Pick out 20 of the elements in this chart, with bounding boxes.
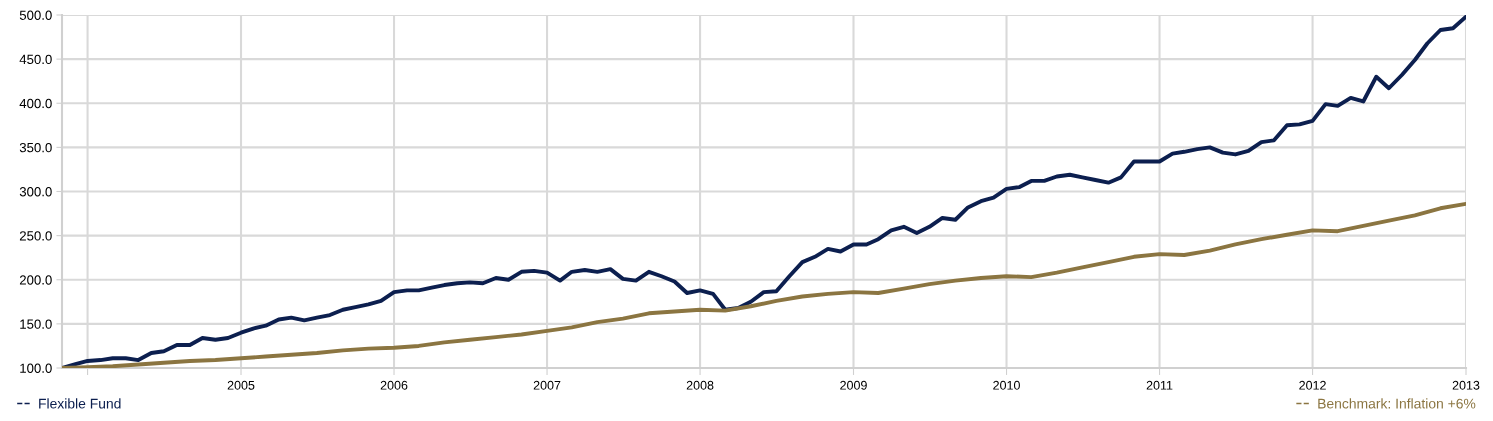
y-tick-label: 500.0 (19, 10, 52, 20)
y-tick-label: 150.0 (20, 319, 52, 329)
x-tick-label: 2010 (993, 380, 1020, 390)
y-tick-label: 450.0 (19, 54, 52, 65)
y-tick-label: 100.0 (20, 363, 52, 373)
x-tick-label: 2007 (533, 380, 561, 390)
x-tick-label: 2008 (686, 380, 714, 390)
x-tick-label: 2011 (1146, 380, 1173, 390)
x-tick-label: 2012 (1299, 380, 1326, 390)
x-tick-label: 2013 (1452, 380, 1480, 390)
x-tick-label: 2005 (227, 380, 255, 390)
y-tick-label: 400.0 (19, 98, 52, 109)
y-tick-label: 300.0 (19, 187, 52, 197)
y-tick-label: 200.0 (19, 275, 52, 285)
x-tick-label: 2009 (840, 380, 867, 390)
x-tick-label: 2006 (380, 380, 408, 390)
legend-label: Benchmark: Inflation +6% (1318, 398, 1476, 409)
y-tick-label: 250.0 (19, 231, 52, 241)
y-tick-label: 350.0 (19, 142, 52, 153)
legend-label: Flexible Fund (39, 398, 121, 409)
